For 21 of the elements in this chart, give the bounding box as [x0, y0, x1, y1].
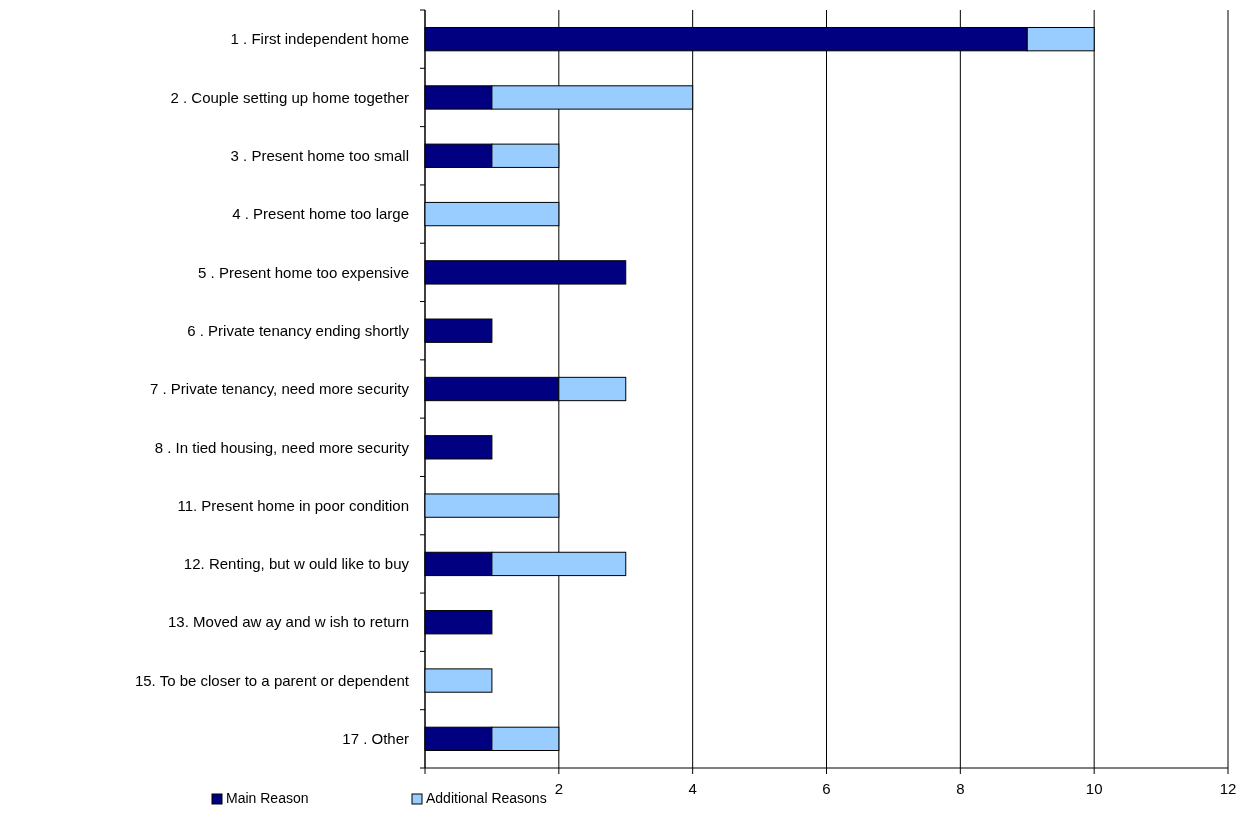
y-tick-label: 4 . Present home too large: [232, 205, 409, 223]
y-tick-label: 15. To be closer to a parent or dependent: [134, 671, 410, 689]
y-tick-label: 7 . Private tenancy, need more security: [149, 380, 410, 398]
y-tick-label: 13. Moved aw ay and w ish to return: [168, 613, 409, 631]
x-tick-label: 4: [688, 780, 697, 797]
y-tick-label: 12. Renting, but w ould like to buy: [183, 555, 410, 573]
y-tick-label: 11. Present home in poor condition: [177, 496, 409, 514]
legend-label: Main Reason: [226, 790, 309, 806]
x-tick-label: 6: [822, 780, 831, 797]
x-tick-label: 12: [1219, 780, 1237, 797]
y-tick-label: 1 . First independent home: [230, 30, 409, 48]
y-tick-label: 2 . Couple setting up home together: [170, 88, 409, 106]
y-tick-label: 6 . Private tenancy ending shortly: [187, 321, 410, 339]
y-tick-label: 8 . In tied housing, need more security: [154, 438, 410, 456]
x-tick-label: 8: [956, 780, 965, 797]
y-tick-label: 5 . Present home too expensive: [198, 263, 409, 281]
x-tick-label: 10: [1085, 780, 1103, 797]
y-tick-label: 3 . Present home too small: [230, 147, 409, 165]
y-tick-label: 17 . Other: [342, 730, 409, 748]
x-tick-label: 2: [554, 780, 564, 797]
legend-label: Additional Reasons: [426, 790, 547, 806]
